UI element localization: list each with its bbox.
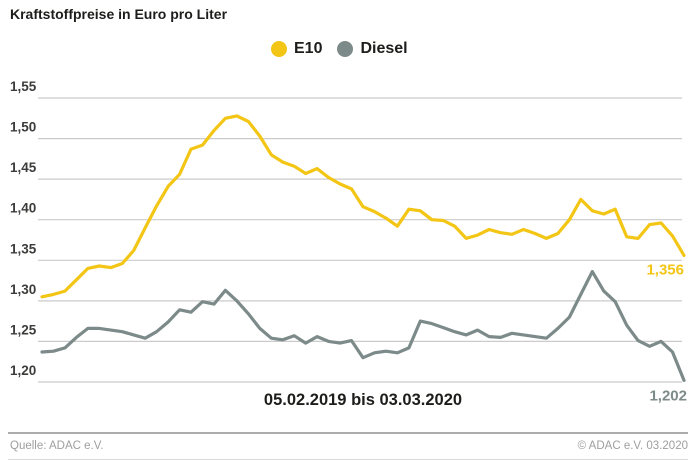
y-tick-label: 1,40 [10, 201, 36, 216]
source-credit: Quelle: ADAC e.V. [10, 440, 104, 452]
chart-legend: E10 Diesel [271, 40, 408, 58]
y-axis-tick-labels: 1,55 1,50 1,45 1,40 1,35 1,30 1,25 1,20 [10, 79, 37, 378]
legend-label-e10: E10 [294, 40, 323, 57]
bottom-border-line [8, 459, 688, 460]
e10-end-value-label: 1,356 [646, 261, 684, 278]
y-tick-label: 1,55 [10, 79, 37, 94]
legend-item-diesel: Diesel [337, 40, 408, 58]
diesel-end-value-label: 1,202 [649, 387, 687, 404]
page-title: Kraftstoffpreise in Euro pro Liter [10, 6, 228, 22]
gridlines [38, 97, 682, 383]
legend-item-e10: E10 [271, 40, 322, 58]
diesel-line [40, 270, 686, 382]
y-tick-label: 1,25 [10, 322, 37, 337]
y-tick-label: 1,50 [10, 120, 36, 135]
y-tick-label: 1,30 [10, 282, 36, 297]
e10-line [40, 114, 686, 299]
y-tick-label: 1,35 [10, 241, 37, 256]
date-range-label: 05.02.2019 bis 03.03.2020 [264, 391, 462, 409]
y-tick-label: 1,45 [10, 160, 37, 175]
footer-divider [8, 432, 688, 434]
legend-label-diesel: Diesel [360, 40, 408, 57]
diesel-dot-icon [337, 41, 354, 57]
copyright-notice: © ADAC e.V. 03.2020 [577, 440, 688, 452]
e10-dot-icon [271, 41, 287, 57]
y-tick-label: 1,20 [10, 363, 36, 378]
